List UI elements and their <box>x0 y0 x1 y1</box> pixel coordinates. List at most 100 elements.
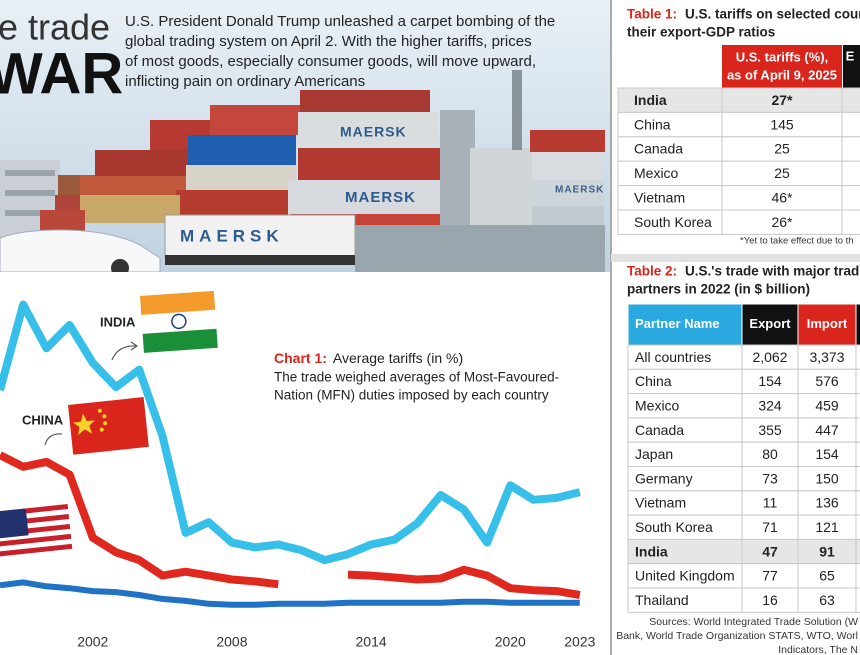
cell-text: 77 <box>762 568 778 584</box>
cell <box>741 490 799 516</box>
chart-subtitle: The trade weighed averages of Most-Favou… <box>274 370 559 385</box>
x-tick-label: 2002 <box>77 634 108 650</box>
title-line: e trade <box>0 7 110 48</box>
cell <box>741 538 799 565</box>
cell-text: Canada <box>635 422 684 438</box>
cell <box>797 538 857 565</box>
photo-text: MAERSK <box>555 185 604 196</box>
intro-line: inflicting pain on ordinary Americans <box>125 73 365 90</box>
cell <box>841 160 860 187</box>
cell <box>617 111 723 138</box>
photo-text: MAERSK <box>340 124 407 140</box>
cell <box>855 344 860 370</box>
chart-panel <box>0 272 611 655</box>
cell-text: 46* <box>771 190 793 206</box>
cell <box>797 490 857 516</box>
cell-text: 91 <box>819 543 835 559</box>
cell-text: 150 <box>815 470 839 486</box>
header-text: as of April 9, 2025 <box>727 67 837 82</box>
header-text: Export <box>749 316 791 331</box>
table-title: U.S.'s trade with major tradi <box>685 264 860 279</box>
cell <box>741 393 799 419</box>
cell-text: 154 <box>815 446 839 462</box>
chart-label: Chart 1: <box>274 350 327 366</box>
cell <box>841 87 860 113</box>
cell <box>721 87 843 113</box>
cell-text: 11 <box>763 495 778 511</box>
intro: U.S. President Donald Trump unleashed a … <box>125 13 555 90</box>
cell-text: India <box>635 543 668 559</box>
cell <box>741 344 799 370</box>
cell <box>627 344 743 370</box>
series-label: INDIA <box>100 314 136 329</box>
intro-line: U.S. President Donald Trump unleashed a … <box>125 13 555 30</box>
header-cell <box>855 303 860 346</box>
cell <box>721 111 843 138</box>
arrow <box>44 433 63 446</box>
cell <box>855 538 860 565</box>
cell <box>627 490 743 516</box>
chart-art <box>0 290 218 562</box>
table-2: Table 2: U.S.'s trade with major tradi par… <box>616 264 860 655</box>
cell-text: 16 <box>762 592 778 608</box>
cell <box>855 393 860 419</box>
header-cell <box>843 45 860 88</box>
cell-text: Japan <box>635 446 673 462</box>
cell <box>627 417 743 443</box>
cell <box>855 368 860 395</box>
china-flag <box>68 397 149 455</box>
cell-text: 355 <box>758 422 782 438</box>
cell <box>855 563 860 589</box>
cell <box>741 587 799 613</box>
cell-text: 447 <box>815 422 839 438</box>
sources: Indicators, The N <box>778 644 858 655</box>
cell-text: 576 <box>815 373 839 389</box>
x-tick-label: 2020 <box>495 634 526 650</box>
cell <box>855 466 860 492</box>
sources: Bank, World Trade Organization STATS, WT… <box>616 630 858 642</box>
table-1: Table 1: U.S. tariffs on selected count th… <box>617 7 860 247</box>
cell-text: 324 <box>758 397 782 413</box>
cell-text: China <box>635 373 672 389</box>
us-flag <box>0 504 73 562</box>
header-cell <box>741 303 799 346</box>
cell <box>741 466 799 492</box>
cell <box>797 393 857 419</box>
cell-text: 121 <box>815 519 839 535</box>
table-title: partners in 2022 (in $ billion) <box>627 282 810 297</box>
cell-text: 25 <box>774 165 790 181</box>
cell-text: 71 <box>762 519 778 535</box>
cell-text: China <box>634 116 671 132</box>
cell <box>617 160 723 187</box>
cell <box>721 209 843 235</box>
cell <box>617 136 723 162</box>
intro-line: of most goods, especially consumer goods… <box>125 53 536 70</box>
cell-text: 65 <box>819 568 835 584</box>
cell <box>841 111 860 138</box>
cell <box>855 490 860 516</box>
cell <box>855 587 860 613</box>
cell-text: Mexico <box>634 165 679 181</box>
cell <box>627 368 743 395</box>
line-series <box>0 579 580 608</box>
x-tick-label: 2023 <box>564 634 595 650</box>
cell <box>797 587 857 613</box>
cell <box>627 587 743 613</box>
header-text: Import <box>807 316 848 331</box>
cell-text: 27* <box>771 92 793 108</box>
series-label: CHINA <box>22 412 64 427</box>
line-series <box>0 300 581 565</box>
cell-text: 80 <box>762 446 778 462</box>
cell <box>855 417 860 443</box>
line-series <box>0 451 581 599</box>
photo-texts: MAERSK MAERSK MAERSK MAERSK <box>180 124 604 246</box>
cell-text: 154 <box>758 373 782 389</box>
cell-text: Canada <box>634 141 683 157</box>
header-cell <box>722 45 842 88</box>
cell-text: 26* <box>771 214 793 230</box>
cell-text: Vietnam <box>635 495 686 511</box>
cell <box>841 209 860 235</box>
table-title: U.S. tariffs on selected count <box>685 7 860 22</box>
cell-text: 63 <box>819 592 835 608</box>
